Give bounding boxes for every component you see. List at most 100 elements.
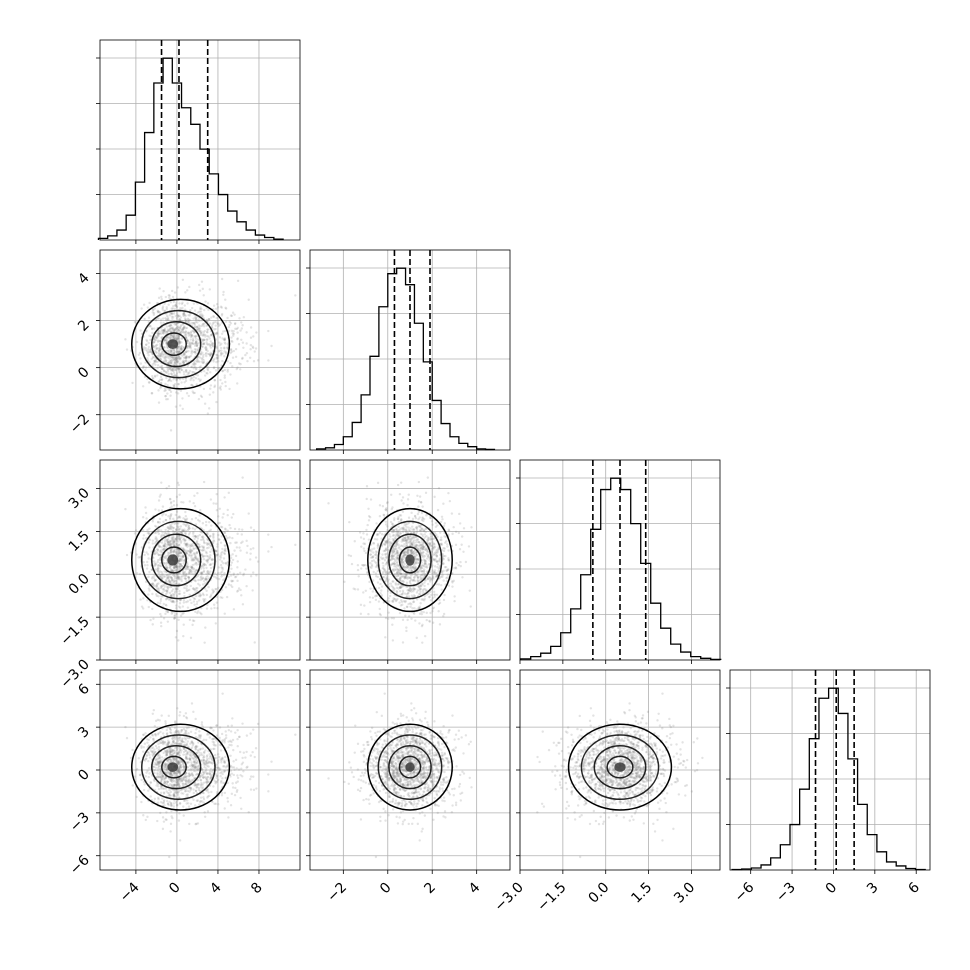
sample-point	[383, 559, 387, 562]
sample-point	[202, 541, 206, 544]
sample-point	[153, 360, 157, 363]
sample-point	[178, 371, 182, 374]
sample-point	[419, 584, 423, 588]
sample-point	[411, 550, 414, 553]
sample-point	[198, 584, 201, 587]
sample-point	[327, 502, 330, 505]
sample-point	[182, 571, 186, 575]
sample-point	[378, 504, 382, 507]
sample-point	[186, 339, 189, 342]
sample-point	[187, 802, 190, 805]
sample-point	[171, 600, 175, 604]
sample-point	[412, 578, 415, 582]
sample-point	[182, 311, 186, 315]
sample-point	[209, 595, 213, 598]
sample-point	[170, 576, 173, 580]
sample-point	[144, 537, 148, 540]
sample-point	[222, 512, 225, 516]
sample-point	[388, 540, 392, 544]
sample-point	[175, 378, 178, 381]
sample-point	[169, 312, 173, 315]
sample-point	[224, 384, 227, 388]
sample-point	[168, 540, 171, 544]
sample-point	[164, 330, 167, 333]
sample-point	[390, 616, 394, 620]
sample-point	[182, 361, 185, 364]
sample-point	[165, 604, 168, 607]
sample-point	[194, 318, 198, 321]
sample-point	[183, 559, 186, 562]
sample-point	[387, 582, 390, 585]
sample-point	[205, 324, 208, 328]
sample-point	[410, 590, 413, 593]
sample-point	[175, 305, 179, 309]
sample-point	[194, 561, 198, 564]
sample-point	[418, 593, 422, 596]
sample-point	[165, 319, 168, 322]
sample-point	[156, 374, 159, 377]
sample-point	[184, 532, 187, 536]
sample-point	[215, 346, 219, 350]
sample-point	[223, 531, 227, 535]
sample-point	[201, 555, 205, 558]
sample-point	[405, 605, 409, 608]
sample-point	[391, 562, 394, 565]
sample-point	[151, 331, 154, 335]
sample-point	[193, 363, 196, 367]
sample-point	[186, 332, 189, 335]
sample-point	[155, 336, 159, 339]
sample-point	[178, 357, 181, 360]
sample-point	[199, 594, 202, 597]
sample-point	[208, 337, 211, 340]
sample-point	[421, 505, 424, 508]
sample-point	[209, 353, 213, 356]
sample-point	[386, 575, 389, 579]
sample-point	[203, 549, 206, 552]
sample-point	[241, 528, 244, 531]
sample-point	[209, 570, 212, 573]
sample-point	[179, 348, 183, 351]
sample-point	[196, 537, 200, 540]
sample-point	[154, 578, 158, 582]
sample-point	[169, 548, 172, 552]
sample-point	[156, 601, 160, 605]
sample-point	[205, 572, 208, 576]
sample-point	[220, 526, 224, 529]
sample-point	[187, 577, 191, 580]
sample-point	[371, 579, 375, 582]
sample-point	[405, 541, 408, 544]
sample-point	[410, 578, 413, 582]
sample-point	[166, 362, 169, 365]
sample-point	[211, 588, 214, 591]
sample-point	[444, 565, 448, 569]
sample-point	[432, 606, 436, 609]
sample-point	[434, 557, 437, 561]
sample-point	[416, 558, 419, 561]
sample-point	[430, 547, 433, 551]
sample-point	[174, 528, 178, 531]
sample-point	[395, 556, 399, 559]
sample-point	[196, 342, 199, 346]
sample-point	[184, 333, 187, 337]
sample-point	[165, 371, 168, 375]
sample-point	[190, 566, 194, 569]
sample-point	[421, 551, 425, 554]
sample-point	[185, 359, 188, 362]
sample-point	[158, 558, 161, 561]
sample-point	[407, 526, 410, 529]
sample-point	[209, 351, 212, 355]
sample-point	[216, 356, 220, 360]
sample-point	[171, 369, 175, 372]
sample-point	[169, 544, 173, 547]
sample-point	[169, 361, 172, 364]
sample-point	[439, 520, 443, 524]
sample-point	[176, 548, 179, 551]
sample-point	[231, 365, 234, 368]
sample-point	[176, 554, 180, 558]
sample-point	[157, 563, 160, 567]
sample-point	[176, 572, 179, 576]
sample-point	[183, 574, 187, 578]
sample-point	[416, 580, 419, 583]
sample-point	[182, 634, 185, 638]
sample-point	[173, 600, 176, 604]
